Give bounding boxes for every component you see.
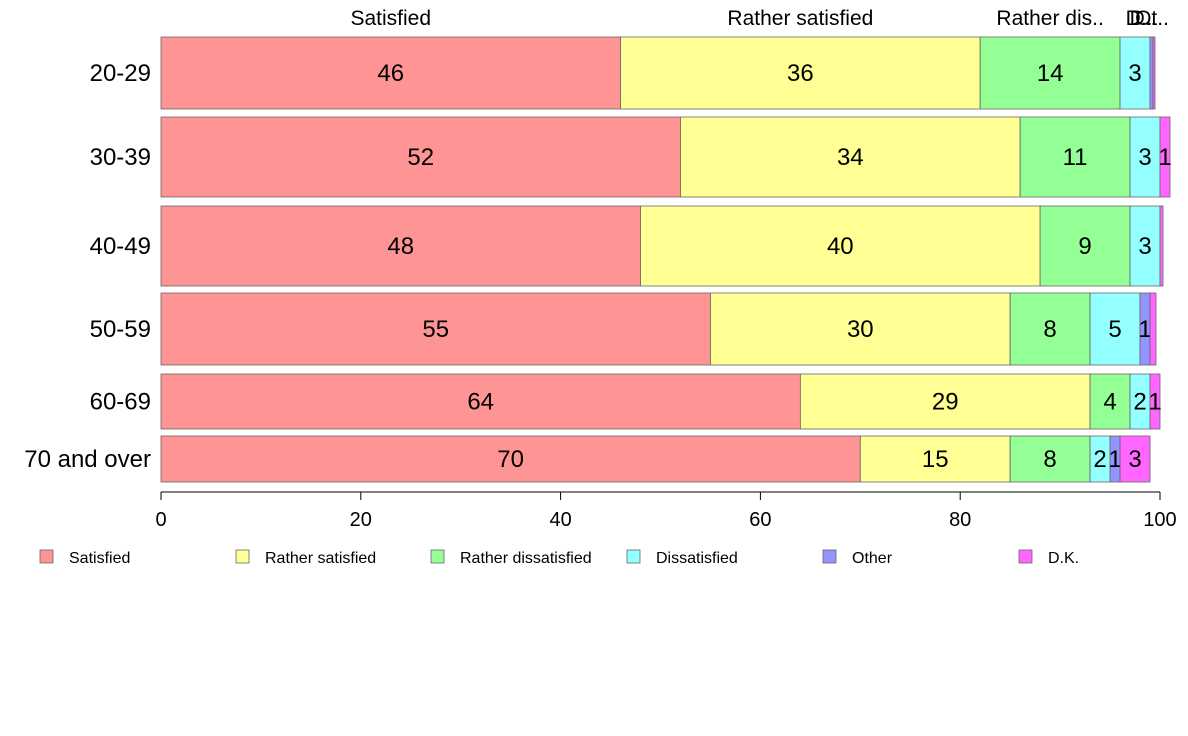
bar-segment <box>1089 373 1131 430</box>
x-tick-label: 20 <box>350 509 372 531</box>
bar-segment <box>160 292 711 366</box>
x-tick-label: 40 <box>549 509 571 531</box>
data-label: 8 <box>1043 316 1056 343</box>
bar-segment <box>1119 36 1151 110</box>
data-label: 1 <box>1158 144 1171 171</box>
bar-segment <box>160 373 801 430</box>
legend-label: Satisfied <box>69 550 130 567</box>
bar-segment <box>160 205 641 287</box>
category-label: 40-49 <box>90 233 151 260</box>
data-label: 5 <box>1108 316 1121 343</box>
data-label: 55 <box>422 316 449 343</box>
top-series-label: D.. <box>1126 7 1153 30</box>
data-label: 15 <box>922 446 949 473</box>
category-label: 20-29 <box>90 60 151 87</box>
data-label: 36 <box>787 60 814 87</box>
bar-segment <box>710 292 1011 366</box>
data-label: 29 <box>932 389 959 416</box>
legend-swatch <box>235 549 250 564</box>
bar-segment <box>1129 116 1161 198</box>
category-labels: 20-29 30-39 40-49 50-59 60-69 70 and over <box>24 60 151 473</box>
data-label: 46 <box>377 60 404 87</box>
data-label: 3 <box>1138 144 1151 171</box>
data-label: 4 <box>1103 389 1116 416</box>
bar-segment <box>1009 435 1091 483</box>
bars: 46 36 14 352 34 11 3 148 40 9 355 30 8 5 164 29 4 2 170 15 8… <box>160 36 1172 483</box>
bar-segment <box>1119 435 1151 483</box>
top-series-label: Ot.. <box>1135 7 1169 30</box>
category-label: 70 and over <box>24 446 151 473</box>
x-tick-label: 80 <box>949 509 971 531</box>
top-series-label: D.. <box>1130 7 1157 30</box>
data-label: 1 <box>1148 389 1161 416</box>
bar-segment <box>1149 36 1154 110</box>
top-series-label: Satisfied <box>350 7 431 30</box>
bar-segment <box>1152 36 1156 110</box>
data-label: 1 <box>1138 316 1151 343</box>
bar-segment <box>1149 292 1157 366</box>
bar-segment <box>1009 292 1091 366</box>
data-label: 64 <box>467 389 494 416</box>
bar-segment <box>1159 205 1164 287</box>
legend-label: Rather satisfied <box>265 550 376 567</box>
bar-segment <box>640 205 1041 287</box>
legend-label: Rather dissatisfied <box>460 550 592 567</box>
bar-segment <box>160 435 861 483</box>
bar-segment <box>1149 373 1161 430</box>
legend-label: D.K. <box>1048 550 1079 567</box>
legend-swatch <box>626 549 641 564</box>
category-label: 50-59 <box>90 316 151 343</box>
data-label: 70 <box>497 446 524 473</box>
legend-swatch <box>822 549 837 564</box>
data-label: 14 <box>1037 60 1064 87</box>
legend-label: Dissatisfied <box>656 550 738 567</box>
legend-swatch <box>430 549 445 564</box>
data-label: 3 <box>1138 233 1151 260</box>
bar-segment <box>979 36 1121 110</box>
data-label: 9 <box>1078 233 1091 260</box>
x-tick-label: 100 <box>1143 509 1176 531</box>
bar-segment <box>160 36 621 110</box>
data-label: 30 <box>847 316 874 343</box>
data-label: 2 <box>1133 389 1146 416</box>
data-label: 48 <box>387 233 414 260</box>
category-label: 60-69 <box>90 389 151 416</box>
data-label: 3 <box>1128 60 1141 87</box>
bar-segment <box>160 116 681 198</box>
bar-segment <box>680 116 1021 198</box>
legend-swatch <box>1018 549 1033 564</box>
x-axis: 0 20 40 60 80 100 <box>155 491 1177 531</box>
data-label: 52 <box>407 144 434 171</box>
top-series-label: Rather dis.. <box>996 7 1103 30</box>
bar-segment <box>1019 116 1131 198</box>
bar-segment <box>1159 116 1171 198</box>
legend-label: Other <box>852 550 893 567</box>
legend: Satisfied Rather satisfied Rather dissatis… <box>39 549 1079 567</box>
data-label: 40 <box>827 233 854 260</box>
data-label: 11 <box>1063 144 1088 171</box>
category-label: 30-39 <box>90 144 151 171</box>
data-label: 34 <box>837 144 864 171</box>
data-label: 8 <box>1043 446 1056 473</box>
top-series-label: Rather satisfied <box>727 7 873 30</box>
bar-segment <box>1089 292 1141 366</box>
data-label: 1 <box>1108 446 1121 473</box>
data-label: 2 <box>1093 446 1106 473</box>
x-tick-label: 60 <box>749 509 771 531</box>
bar-segment <box>1039 205 1131 287</box>
top-series-labels: Satisfied Rather satisfied Rather dis.. D..… <box>350 7 1168 30</box>
bar-segment <box>799 373 1091 430</box>
legend-swatch <box>39 549 54 564</box>
x-tick-label: 0 <box>155 509 166 531</box>
data-label: 3 <box>1128 446 1141 473</box>
